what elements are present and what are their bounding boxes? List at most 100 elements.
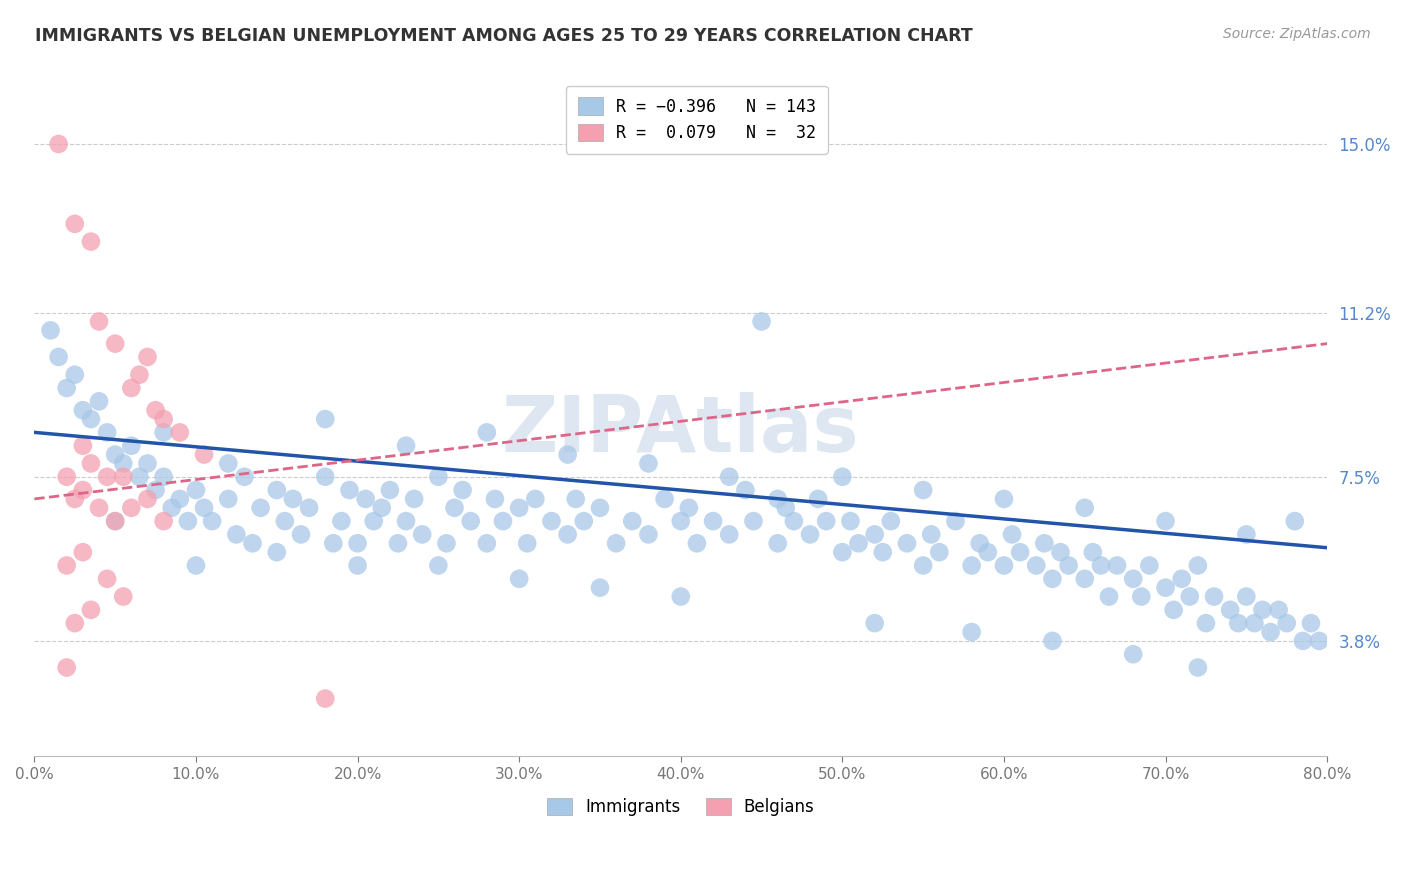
Point <box>249 500 271 515</box>
Point <box>460 514 482 528</box>
Point <box>880 514 903 528</box>
Point <box>1251 603 1274 617</box>
Point <box>1284 514 1306 528</box>
Point <box>55 558 77 573</box>
Point <box>145 483 167 497</box>
Point <box>516 536 538 550</box>
Point <box>589 581 612 595</box>
Point <box>266 545 288 559</box>
Point <box>807 491 830 506</box>
Point <box>152 514 174 528</box>
Point <box>436 536 458 550</box>
Point <box>1098 590 1121 604</box>
Point <box>152 469 174 483</box>
Point <box>104 448 127 462</box>
Point <box>928 545 950 559</box>
Point <box>766 536 789 550</box>
Point <box>896 536 918 550</box>
Point <box>475 425 498 440</box>
Point <box>1154 514 1177 528</box>
Point <box>945 514 967 528</box>
Point <box>63 491 86 506</box>
Point <box>783 514 806 528</box>
Point <box>39 323 62 337</box>
Point <box>775 500 797 515</box>
Point <box>1234 527 1257 541</box>
Point <box>193 500 215 515</box>
Point <box>96 469 118 483</box>
Point <box>734 483 756 497</box>
Point <box>72 439 94 453</box>
Point <box>112 590 135 604</box>
Point <box>1234 590 1257 604</box>
Point <box>1122 647 1144 661</box>
Point <box>104 514 127 528</box>
Point <box>702 514 724 528</box>
Point <box>242 536 264 550</box>
Point <box>177 514 200 528</box>
Point <box>354 491 377 506</box>
Point <box>48 350 70 364</box>
Point <box>55 660 77 674</box>
Point <box>969 536 991 550</box>
Point <box>55 469 77 483</box>
Point <box>863 527 886 541</box>
Point <box>751 314 773 328</box>
Point <box>766 491 789 506</box>
Point <box>427 469 450 483</box>
Point <box>863 616 886 631</box>
Point <box>1105 558 1128 573</box>
Point <box>1081 545 1104 559</box>
Point <box>1049 545 1071 559</box>
Point <box>557 527 579 541</box>
Point <box>225 527 247 541</box>
Point <box>322 536 344 550</box>
Point <box>120 439 142 453</box>
Point <box>1187 558 1209 573</box>
Point <box>152 412 174 426</box>
Point <box>1292 634 1315 648</box>
Point <box>993 491 1015 506</box>
Point <box>475 536 498 550</box>
Point <box>1308 634 1330 648</box>
Point <box>524 491 547 506</box>
Point <box>1090 558 1112 573</box>
Point <box>508 500 530 515</box>
Point <box>564 491 586 506</box>
Point <box>1122 572 1144 586</box>
Point <box>654 491 676 506</box>
Point <box>831 545 853 559</box>
Point <box>1033 536 1056 550</box>
Point <box>1074 572 1097 586</box>
Point <box>281 491 304 506</box>
Point <box>120 381 142 395</box>
Point <box>136 350 159 364</box>
Point <box>1260 625 1282 640</box>
Point <box>839 514 862 528</box>
Point <box>193 448 215 462</box>
Point <box>112 457 135 471</box>
Point <box>217 491 239 506</box>
Point <box>104 514 127 528</box>
Point <box>120 500 142 515</box>
Point <box>1025 558 1047 573</box>
Point <box>572 514 595 528</box>
Point <box>1042 634 1064 648</box>
Legend: Immigrants, Belgians: Immigrants, Belgians <box>540 791 821 822</box>
Point <box>669 590 692 604</box>
Point <box>55 381 77 395</box>
Point <box>80 603 103 617</box>
Point <box>201 514 224 528</box>
Point <box>80 412 103 426</box>
Point <box>136 491 159 506</box>
Point <box>484 491 506 506</box>
Point <box>1227 616 1250 631</box>
Point <box>63 616 86 631</box>
Point <box>1057 558 1080 573</box>
Point <box>621 514 644 528</box>
Point <box>451 483 474 497</box>
Point <box>404 491 426 506</box>
Point <box>128 368 150 382</box>
Point <box>152 425 174 440</box>
Point <box>993 558 1015 573</box>
